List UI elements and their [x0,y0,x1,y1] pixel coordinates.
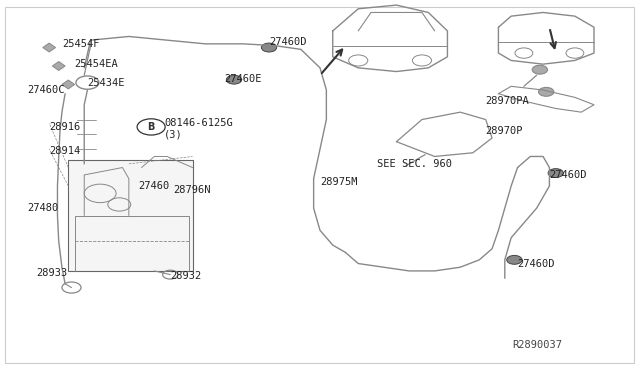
Circle shape [261,43,276,52]
Text: 28975M: 28975M [320,177,358,187]
Circle shape [507,256,522,264]
Text: 27460D: 27460D [518,259,555,269]
Circle shape [539,87,554,96]
Text: R2890037: R2890037 [512,340,562,350]
Circle shape [227,75,242,84]
Text: 25454F: 25454F [62,39,99,49]
Circle shape [548,169,563,177]
Text: B: B [147,122,155,132]
Polygon shape [62,80,75,89]
Text: 27460C: 27460C [27,85,65,95]
Text: 28916: 28916 [49,122,81,132]
Text: SEE SEC. 960: SEE SEC. 960 [378,159,452,169]
Text: 08146-6125G
(3): 08146-6125G (3) [164,118,232,140]
Bar [68,160,193,271]
Text: 28932: 28932 [170,272,202,282]
Text: 25434E: 25434E [88,78,125,88]
Text: 28796N: 28796N [173,185,211,195]
Text: 27460D: 27460D [549,170,587,180]
Circle shape [532,65,547,74]
Text: 25454EA: 25454EA [75,59,118,69]
Polygon shape [52,62,65,70]
Text: 27460D: 27460D [269,37,307,47]
Text: 27460: 27460 [138,181,170,191]
Text: 28970PA: 28970PA [486,96,529,106]
Text: 28933: 28933 [36,268,68,278]
Text: 27460E: 27460E [225,74,262,84]
Text: 28970P: 28970P [486,126,523,136]
Text: 28914: 28914 [49,146,81,156]
Text: 27480: 27480 [27,203,58,213]
Polygon shape [43,43,56,52]
